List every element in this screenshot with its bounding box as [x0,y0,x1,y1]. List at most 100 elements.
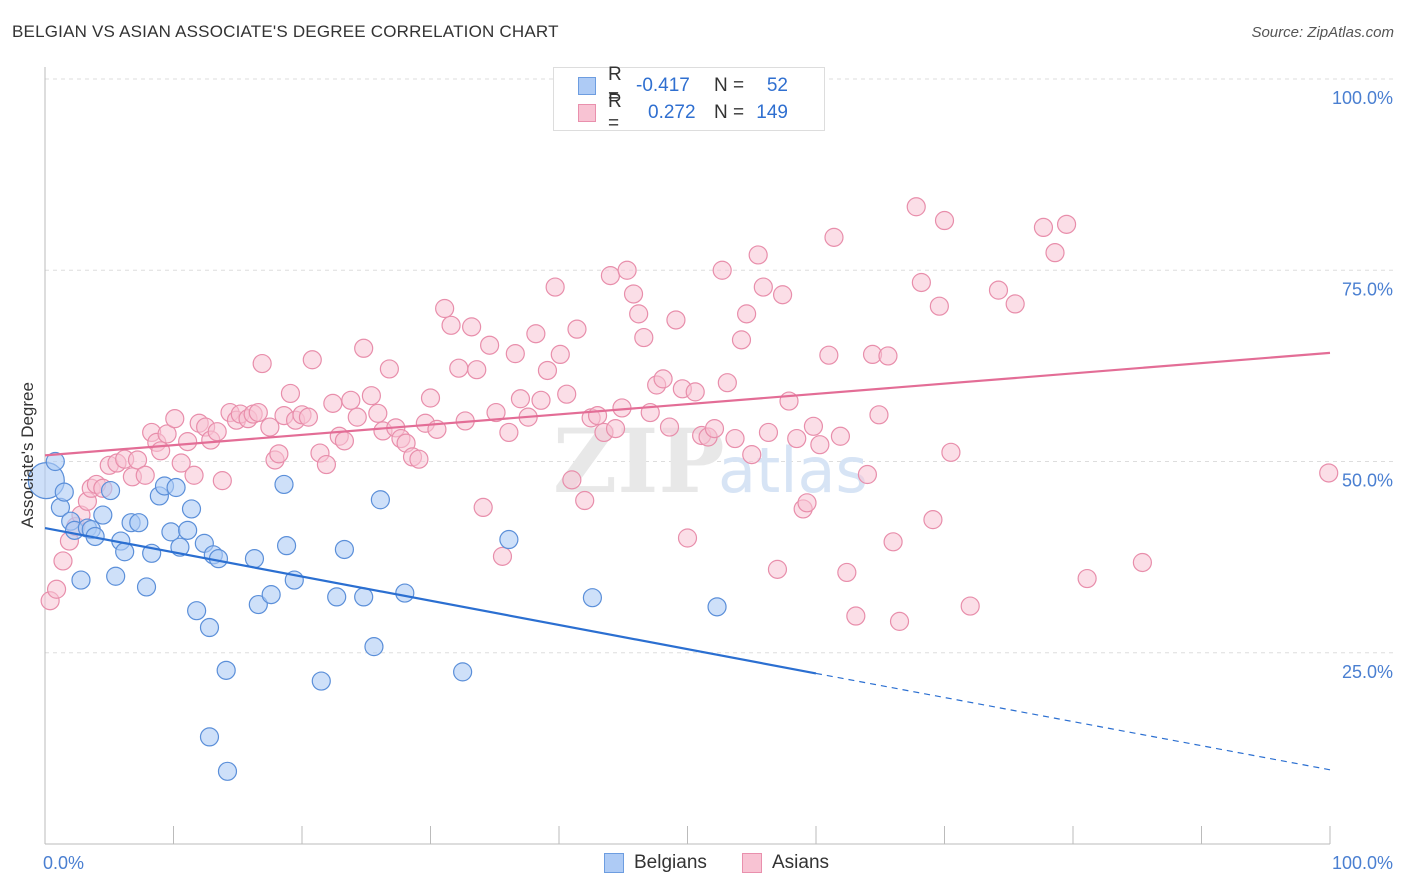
belgian-trend-line [44,526,817,675]
belgian-point [217,761,238,781]
legend-swatch-belgians [578,77,596,95]
asian-point [653,369,673,389]
asian-point [280,383,301,404]
asian-point [420,388,441,408]
asian-point [787,428,807,449]
asian-point [878,346,898,366]
belgian-point [364,637,384,657]
belgian-point [45,451,65,472]
asian-point [368,403,388,423]
asian-point [857,464,878,485]
axis-layer [44,67,1331,845]
asian-point [600,266,621,286]
asian-point [492,546,513,566]
legend-n-value: 52 [766,75,788,96]
legend-item-belgians[interactable]: Belgians [604,852,707,874]
asian-point [127,450,148,470]
asian-point [462,317,482,337]
belgian-point [276,536,297,556]
asian-point [53,551,73,571]
belgian-point [100,480,121,501]
asian-point [587,406,608,426]
belgian-point [106,566,126,586]
asian-point [704,419,725,439]
asian-point [717,373,737,393]
legend-item-asians[interactable]: Asians [742,852,829,874]
asian-point [941,442,961,462]
asian-point [354,338,374,358]
belgian-point [199,727,220,747]
asian-point [731,330,752,350]
asians-label: Asians [772,852,830,873]
x-tick-label: 100.0% [1332,853,1393,873]
asian-point [772,285,793,305]
asian-point [157,424,177,444]
asian-point [510,389,531,409]
belgian-point [370,490,390,510]
asian-point [889,611,910,631]
y-axis-title: Associate's Degree [18,382,37,528]
legend-swatch-asians [578,104,596,122]
asian-point [767,559,788,579]
x-tick-label: 0.0% [43,853,84,873]
legend-n-value: 149 [756,102,788,123]
trend-layer [44,351,1331,771]
belgian-point [334,539,355,560]
asian-point [737,304,757,324]
asian-point [883,532,903,552]
belgians-swatch [604,853,624,873]
asian-point [248,402,268,423]
legend-n-label: N = [714,102,745,123]
asian-point [480,335,500,355]
belgian-point [166,477,186,498]
legend-r-value: -0.417 [636,75,690,96]
y-tick-label: 25.0% [1342,662,1393,682]
asian-point [725,428,745,449]
asian-point [869,405,889,425]
asians-swatch [742,853,762,873]
asian-point [531,390,551,410]
stats-legend: R = -0.417 N = 52 R = 0.272 N = 149 [553,64,825,134]
asian-point [934,210,955,231]
series-legend: Belgians Asians [0,852,1406,878]
legend-r-label: R = [608,64,622,107]
belgian-point [354,587,374,607]
asian-point [165,409,185,429]
asian-point [334,431,355,451]
asian-point [545,277,565,297]
asian-point [526,324,546,344]
asian-point [537,360,558,381]
asian-point [830,426,851,446]
y-tick-label: 75.0% [1342,279,1393,299]
y-tick-label: 50.0% [1342,471,1393,491]
asian-point [1132,552,1152,573]
asian-point [824,227,844,247]
belgian-points [27,451,727,781]
legend-row-asians: R = 0.272 N = 149 [578,91,788,134]
y-tick-label: 100.0% [1332,88,1393,108]
asian-point [911,272,931,293]
asian-point [341,390,361,410]
asian-point [499,422,519,443]
asian-point [178,432,198,452]
legend-r-label: R = [608,91,622,134]
asian-point [212,471,232,491]
belgian-point [453,662,473,682]
asian-point [379,359,399,379]
asian-point [685,382,705,402]
belgian-point [311,671,331,691]
asian-point [435,298,455,319]
belgian-point [327,587,347,607]
belgian-point [71,570,91,590]
tick-layer: 100.0% 75.0% 50.0% 25.0% 0.0% 100.0% [43,88,1393,873]
asian-point [617,260,637,280]
asian-point [557,384,577,404]
asian-point [575,490,595,511]
belgian-point [115,542,135,562]
asian-point [46,579,67,599]
asian-point [929,296,949,316]
belgian-point [244,549,265,569]
source-label: Source: ZipAtlas.com [1251,24,1394,41]
asian-point [252,353,272,374]
